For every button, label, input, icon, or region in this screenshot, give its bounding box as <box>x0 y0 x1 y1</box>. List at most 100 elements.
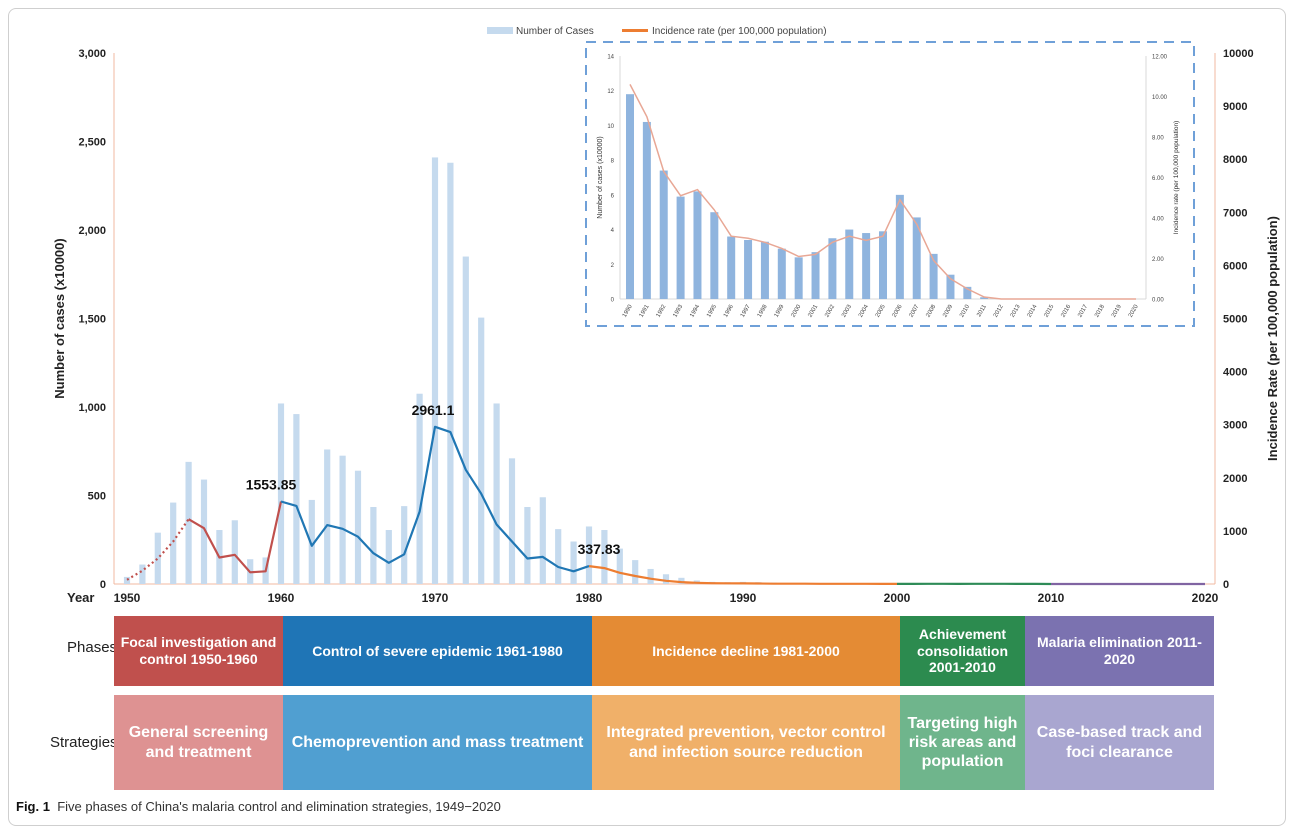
y-axis-title: Number of cases (x10000) <box>52 238 67 398</box>
y2-tick-label: 0 <box>1223 579 1229 591</box>
figure-caption: Fig. 1 Five phases of China's malaria co… <box>16 799 501 814</box>
inset-case-bar <box>862 233 871 299</box>
inset-y2-tick-label: 8.00 <box>1152 136 1164 142</box>
x-tick-label: 1950 <box>114 591 141 605</box>
y-tick-label: 0 <box>100 579 106 591</box>
y2-tick-label: 6000 <box>1223 260 1247 272</box>
strategies-row-label: Strategies <box>50 734 118 751</box>
peak-annotation: 1553.85 <box>246 476 297 492</box>
inset-case-bar <box>642 121 651 299</box>
case-bar <box>370 507 377 584</box>
case-bar <box>647 568 654 584</box>
inset-y2-tick-label: 4.00 <box>1152 217 1164 223</box>
inset-case-bar <box>828 238 837 299</box>
inset-case-bar <box>777 248 786 299</box>
inset-y-tick-label: 12 <box>607 89 614 95</box>
caption-text: Five phases of China's malaria control a… <box>57 799 501 814</box>
case-bar <box>123 576 131 584</box>
inset-y2-tick-label: 0.00 <box>1152 298 1164 304</box>
inset-case-bar <box>811 252 820 299</box>
inset-y-tick-label: 4 <box>611 228 615 234</box>
y2-tick-label: 2000 <box>1223 473 1247 485</box>
case-bar <box>308 499 315 584</box>
peak-annotation: 2961.1 <box>412 402 455 418</box>
inset-y-tick-label: 2 <box>611 263 615 269</box>
y-tick-label: 2,500 <box>78 137 106 149</box>
inset-case-bar <box>963 286 972 299</box>
case-bar <box>447 162 454 585</box>
incidence-line <box>280 425 590 573</box>
inset-y2-tick-label: 10.00 <box>1152 95 1168 101</box>
inset-case-bar <box>693 191 702 299</box>
case-bar <box>570 541 577 584</box>
inset-case-bar <box>710 212 719 299</box>
x-tick-label: 1960 <box>268 591 295 605</box>
inset-y-tick-label: 6 <box>611 193 615 199</box>
y2-tick-label: 10000 <box>1223 48 1254 60</box>
y-tick-label: 2,000 <box>78 225 106 237</box>
case-bar <box>324 449 331 584</box>
case-bar <box>339 455 346 584</box>
y2-tick-label: 8000 <box>1223 154 1247 166</box>
inset-incidence-line <box>629 84 1136 300</box>
strategy-cell-targeting-high-risk: Targeting high risk areas and population <box>900 695 1025 790</box>
x-tick-label: 1970 <box>422 591 449 605</box>
inset-y2-axis-title: Incidence rate (per 100,000 population) <box>1173 121 1180 234</box>
legend-swatch-incidence <box>622 29 648 32</box>
inset-y-axis-title: Number of cases (x10000) <box>597 136 604 218</box>
x-axis-title: Year <box>67 590 94 605</box>
inset-chart: 0 2 4 6 8 10 12 14 0.00 2.00 4.00 6.00 8.00 10.00 12.0… <box>585 41 1195 327</box>
case-bar <box>170 502 177 584</box>
y2-tick-label: 4000 <box>1223 367 1247 379</box>
case-bar <box>139 564 146 584</box>
y-tick-label: 3,000 <box>78 48 106 60</box>
strategy-cell-integrated-prevention: Integrated prevention, vector control an… <box>592 695 900 790</box>
case-bar <box>200 479 208 584</box>
y2-tick-label: 9000 <box>1223 101 1247 113</box>
inset-border <box>585 41 1195 327</box>
inset-case-bar <box>879 231 887 299</box>
phase-cell-achievement-consolidation: Achievement consolidation 2001-2010 <box>900 616 1025 686</box>
y2-tick-label: 3000 <box>1223 420 1247 432</box>
case-bar <box>277 403 285 584</box>
case-bar <box>585 526 593 584</box>
case-bar <box>431 157 439 584</box>
case-bar <box>555 529 562 584</box>
phase-cell-severe-epidemic-control: Control of severe epidemic 1961-1980 <box>283 616 592 686</box>
inset-case-bar <box>727 236 736 299</box>
y2-tick-label: 7000 <box>1223 207 1247 219</box>
inset-case-bar <box>794 257 803 299</box>
phase-cell-incidence-decline: Incidence decline 1981-2000 <box>592 616 900 686</box>
y2-axis-title: Incidence Rate (per 100,000 population) <box>1265 216 1280 461</box>
case-bar <box>385 530 392 584</box>
case-bar <box>478 317 485 584</box>
peak-annotation: 337.83 <box>578 541 621 557</box>
case-bar <box>416 393 423 584</box>
y-tick-label: 500 <box>88 491 106 503</box>
case-bar <box>616 548 623 584</box>
caption-label: Fig. 1 <box>16 799 50 814</box>
case-bar <box>462 256 469 584</box>
phase-cell-focal-investigation: Focal investigation and control 1950-196… <box>114 616 283 686</box>
case-bar <box>539 497 546 584</box>
x-tick-label: 2010 <box>1038 591 1065 605</box>
inset-y-tick-label: 0 <box>611 298 615 304</box>
strategy-cell-case-based-track: Case-based track and foci clearance <box>1025 695 1214 790</box>
x-tick-label: 1990 <box>730 591 757 605</box>
case-bar <box>354 470 362 584</box>
y-tick-label: 1,000 <box>78 402 106 414</box>
inset-case-bar <box>744 239 753 299</box>
inset-case-bar <box>929 253 938 299</box>
case-bar <box>401 506 408 584</box>
x-tick-label: 1980 <box>576 591 603 605</box>
x-tick-label: 2000 <box>884 591 911 605</box>
y2-tick-label: 1000 <box>1223 526 1247 538</box>
inset-y2-tick-label: 12.00 <box>1152 55 1168 61</box>
inset-case-bar <box>912 217 921 299</box>
incidence-line <box>126 518 190 581</box>
inset-case-bar <box>845 229 854 299</box>
case-bar <box>678 577 685 584</box>
inset-y2-tick-label: 6.00 <box>1152 176 1164 182</box>
strategy-cell-chemoprevention: Chemoprevention and mass treatment <box>283 695 592 790</box>
case-bar <box>493 403 500 584</box>
